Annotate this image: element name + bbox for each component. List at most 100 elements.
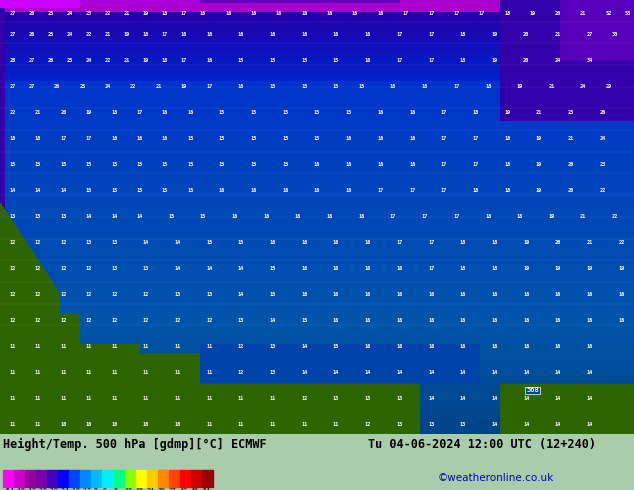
Text: 19: 19 [491,32,498,37]
Text: 16: 16 [282,188,288,194]
Text: -18: -18 [69,489,81,490]
Text: 14: 14 [523,370,529,375]
Text: 14: 14 [60,188,67,194]
Text: 15: 15 [168,214,174,220]
Text: 16: 16 [460,293,466,297]
Text: 15: 15 [314,136,320,141]
Text: 16: 16 [181,32,187,37]
Text: 15: 15 [111,188,117,194]
Text: 26: 26 [29,10,35,16]
Text: 14: 14 [333,370,339,375]
Text: 16: 16 [358,214,365,220]
Text: 16: 16 [301,240,307,245]
Text: 13: 13 [238,318,244,323]
Text: 10: 10 [143,422,149,427]
Text: 12: 12 [60,318,67,323]
Text: 18: 18 [472,110,479,115]
Text: 17: 17 [136,110,143,115]
Text: 22: 22 [86,32,92,37]
Text: 18: 18 [460,58,466,63]
Text: 12: 12 [238,344,244,349]
Bar [180,470,191,487]
Text: 20: 20 [523,32,529,37]
Text: 11: 11 [143,370,149,375]
Text: 12: 12 [365,422,371,427]
Text: 52: 52 [605,10,612,16]
Text: 16: 16 [200,10,206,16]
Text: 16: 16 [219,188,225,194]
Text: 11: 11 [174,370,181,375]
Text: 16: 16 [523,293,529,297]
Text: 11: 11 [10,344,16,349]
Text: 19: 19 [143,10,149,16]
Text: 24: 24 [147,489,155,490]
Text: 18: 18 [491,267,498,271]
Text: -8: -8 [91,489,100,490]
Text: 12: 12 [301,396,307,401]
Text: 29: 29 [605,84,612,89]
Text: 19: 19 [555,267,561,271]
Text: 16: 16 [327,214,333,220]
Text: 16: 16 [333,318,339,323]
Text: 19: 19 [517,84,523,89]
Text: 14: 14 [491,422,498,427]
Text: 13: 13 [111,240,117,245]
Text: 14: 14 [238,267,244,271]
Text: 15: 15 [238,58,244,63]
Text: 15: 15 [206,240,212,245]
Text: 23: 23 [567,110,574,115]
Bar [202,470,213,487]
Text: 10: 10 [60,422,67,427]
Text: 18: 18 [460,32,466,37]
Text: 16: 16 [390,84,396,89]
Text: 12: 12 [35,318,41,323]
Text: 22: 22 [618,240,624,245]
Text: 16: 16 [346,136,352,141]
Text: 16: 16 [314,188,320,194]
Text: 12: 12 [206,318,212,323]
Text: 16: 16 [491,344,498,349]
Text: 12: 12 [111,293,117,297]
Text: 14: 14 [428,396,434,401]
Text: 21: 21 [567,136,574,141]
Text: 10: 10 [111,422,117,427]
Text: 15: 15 [250,136,257,141]
Text: 16: 16 [162,136,168,141]
Text: 12: 12 [143,318,149,323]
Text: 18: 18 [460,240,466,245]
Text: -30: -30 [47,489,59,490]
Bar [36,470,47,487]
Text: 12: 12 [10,318,16,323]
Text: 16: 16 [365,32,371,37]
Text: 12: 12 [10,293,16,297]
Text: 17: 17 [60,136,67,141]
Text: 16: 16 [618,293,624,297]
Text: 16: 16 [377,10,384,16]
Text: 14: 14 [523,422,529,427]
Text: 18: 18 [10,136,16,141]
Bar [14,470,25,487]
Text: 16: 16 [231,214,238,220]
Text: 18: 18 [162,10,168,16]
Text: 16: 16 [377,110,384,115]
Text: 18: 18 [111,110,117,115]
Text: 24: 24 [67,10,73,16]
Text: 11: 11 [174,396,181,401]
Text: 20: 20 [523,58,529,63]
Text: 15: 15 [250,110,257,115]
Text: 16: 16 [365,293,371,297]
Text: 16: 16 [555,293,561,297]
Text: 15: 15 [219,110,225,115]
Text: 16: 16 [187,110,193,115]
Text: 17: 17 [472,136,479,141]
Text: 17: 17 [396,240,403,245]
Text: 17: 17 [428,10,434,16]
Text: 15: 15 [333,58,339,63]
Text: 11: 11 [60,396,67,401]
Text: 14: 14 [460,396,466,401]
Text: 25: 25 [48,10,54,16]
Text: 11: 11 [206,344,212,349]
Text: 18: 18 [143,32,149,37]
Text: 16: 16 [111,136,117,141]
Text: 13: 13 [206,293,212,297]
